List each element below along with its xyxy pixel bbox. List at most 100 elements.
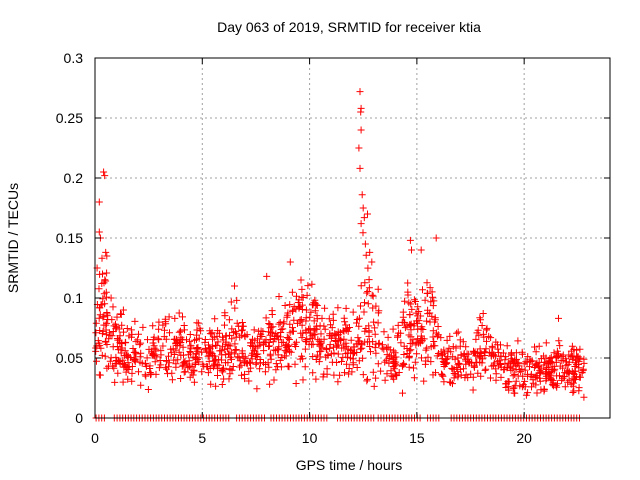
- data-point: [268, 329, 276, 337]
- data-point: [159, 321, 167, 329]
- data-point: [554, 350, 562, 358]
- data-point: [105, 335, 113, 343]
- data-point: [276, 356, 284, 364]
- data-point: [228, 335, 236, 343]
- data-point: [175, 348, 183, 356]
- data-point: [443, 336, 451, 344]
- data-point: [364, 300, 372, 308]
- data-point: [137, 339, 145, 347]
- data-point: [406, 311, 414, 318]
- data-point: [247, 364, 255, 372]
- data-point: [165, 313, 173, 321]
- data-point: [206, 345, 214, 353]
- data-point: [550, 349, 558, 357]
- data-point: [95, 198, 103, 206]
- data-point: [103, 319, 111, 327]
- data-point: [137, 381, 145, 389]
- data-point: [511, 371, 519, 378]
- data-point: [309, 369, 317, 377]
- data-point: [277, 363, 285, 371]
- data-point: [357, 282, 365, 290]
- data-point: [423, 317, 431, 325]
- data-point: [438, 371, 446, 379]
- data-point: [570, 346, 578, 353]
- data-point: [462, 357, 470, 365]
- data-point: [163, 357, 170, 364]
- data-point: [285, 363, 293, 371]
- data-point: [114, 346, 122, 354]
- data-point: [528, 383, 535, 391]
- data-point: [235, 354, 243, 362]
- data-point: [178, 362, 186, 370]
- data-point: [312, 301, 320, 309]
- data-point: [186, 348, 194, 355]
- data-point: [125, 332, 133, 340]
- data-point: [423, 279, 431, 287]
- data-point: [312, 375, 320, 383]
- data-point: [193, 344, 201, 352]
- data-point: [232, 333, 240, 341]
- y-tick-label: 0: [75, 410, 83, 426]
- data-point: [438, 355, 446, 363]
- data-point: [180, 322, 188, 329]
- data-point: [305, 340, 313, 348]
- data-point: [184, 364, 192, 372]
- data-point: [359, 229, 367, 237]
- data-point: [128, 363, 136, 370]
- data-point: [360, 214, 368, 222]
- data-point: [231, 282, 238, 290]
- data-point: [258, 333, 266, 340]
- data-point: [99, 295, 107, 303]
- data-point: [117, 311, 125, 318]
- data-point: [302, 306, 310, 314]
- data-point: [447, 379, 455, 387]
- data-point: [315, 358, 323, 366]
- data-point: [335, 331, 342, 339]
- data-point: [252, 344, 260, 352]
- data-point: [478, 322, 486, 329]
- data-point: [168, 376, 176, 384]
- data-point: [355, 357, 363, 365]
- data-point: [219, 336, 227, 344]
- data-point: [177, 351, 185, 359]
- data-point: [492, 338, 500, 346]
- data-point: [236, 363, 243, 371]
- data-point: [338, 344, 346, 352]
- data-point: [263, 272, 271, 280]
- data-point: [286, 258, 294, 266]
- data-point: [350, 343, 358, 351]
- data-point: [163, 365, 170, 373]
- data-point: [580, 359, 588, 367]
- data-point: [553, 383, 561, 391]
- data-point: [368, 291, 376, 299]
- data-point: [215, 361, 223, 369]
- data-point: [417, 325, 425, 333]
- data-point: [211, 315, 219, 323]
- data-point: [342, 343, 350, 351]
- x-tick-label: 10: [302, 430, 318, 446]
- data-point: [179, 313, 186, 321]
- data-point: [568, 342, 576, 350]
- data-point: [252, 360, 260, 368]
- data-point: [108, 332, 116, 340]
- data-point: [385, 355, 393, 362]
- data-point: [492, 376, 500, 384]
- data-point: [224, 359, 232, 367]
- data-point: [274, 351, 282, 359]
- data-point: [417, 312, 425, 320]
- data-point: [497, 373, 505, 381]
- data-point: [406, 236, 414, 244]
- data-point: [254, 335, 261, 343]
- data-point: [236, 357, 244, 365]
- data-point: [184, 351, 192, 359]
- data-point: [98, 301, 106, 309]
- data-point: [286, 320, 294, 328]
- data-point: [452, 344, 460, 352]
- data-point: [355, 322, 363, 330]
- data-point: [156, 357, 164, 364]
- data-point: [189, 371, 197, 379]
- data-point: [281, 302, 289, 309]
- data-point: [122, 362, 130, 370]
- data-point: [361, 338, 369, 346]
- y-tick-label: 0.2: [64, 170, 84, 186]
